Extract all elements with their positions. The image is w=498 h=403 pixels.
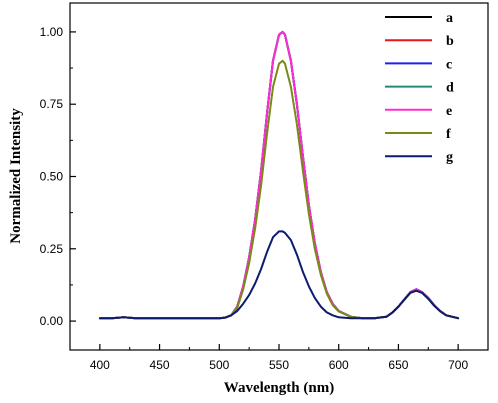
- legend-label-a: a: [446, 11, 453, 26]
- x-tick-label: 500: [209, 358, 229, 372]
- x-tick-label: 600: [329, 358, 349, 372]
- y-axis-title: Normalized Intensity: [8, 108, 24, 244]
- y-tick-label: 0.50: [40, 170, 64, 184]
- plot-frame: [69, 2, 489, 351]
- x-tick-label: 400: [90, 358, 110, 372]
- series-line-c: [98, 30, 460, 320]
- x-tick-label: 450: [150, 358, 170, 372]
- legend-label-c: c: [446, 57, 452, 72]
- y-tick-label: 1.00: [40, 25, 64, 39]
- legend-label-d: d: [446, 81, 454, 96]
- series-line-f: [98, 59, 460, 320]
- series-layer: [98, 30, 460, 320]
- series-line-e: [98, 30, 460, 320]
- y-tick-label: 0.75: [40, 97, 64, 111]
- y-tick-label: 0.00: [40, 314, 64, 328]
- x-axis-title: Wavelength (nm): [224, 380, 334, 396]
- x-tick-label: 550: [269, 358, 289, 372]
- series-line-a: [98, 30, 460, 320]
- legend-label-b: b: [446, 34, 454, 49]
- series-line-g: [98, 230, 460, 320]
- series-line-d: [98, 30, 460, 320]
- legend-label-e: e: [446, 104, 452, 119]
- ticks-layer: 400 450 500 550 600 650 700 0.00 0.25 0.50 0.75 1.0…: [40, 25, 469, 372]
- legend-label-g: g: [446, 150, 453, 165]
- x-tick-label: 700: [448, 358, 468, 372]
- legend-label-f: f: [446, 127, 451, 142]
- y-tick-label: 0.25: [40, 242, 64, 256]
- x-tick-label: 650: [388, 358, 408, 372]
- series-line-b: [98, 30, 460, 320]
